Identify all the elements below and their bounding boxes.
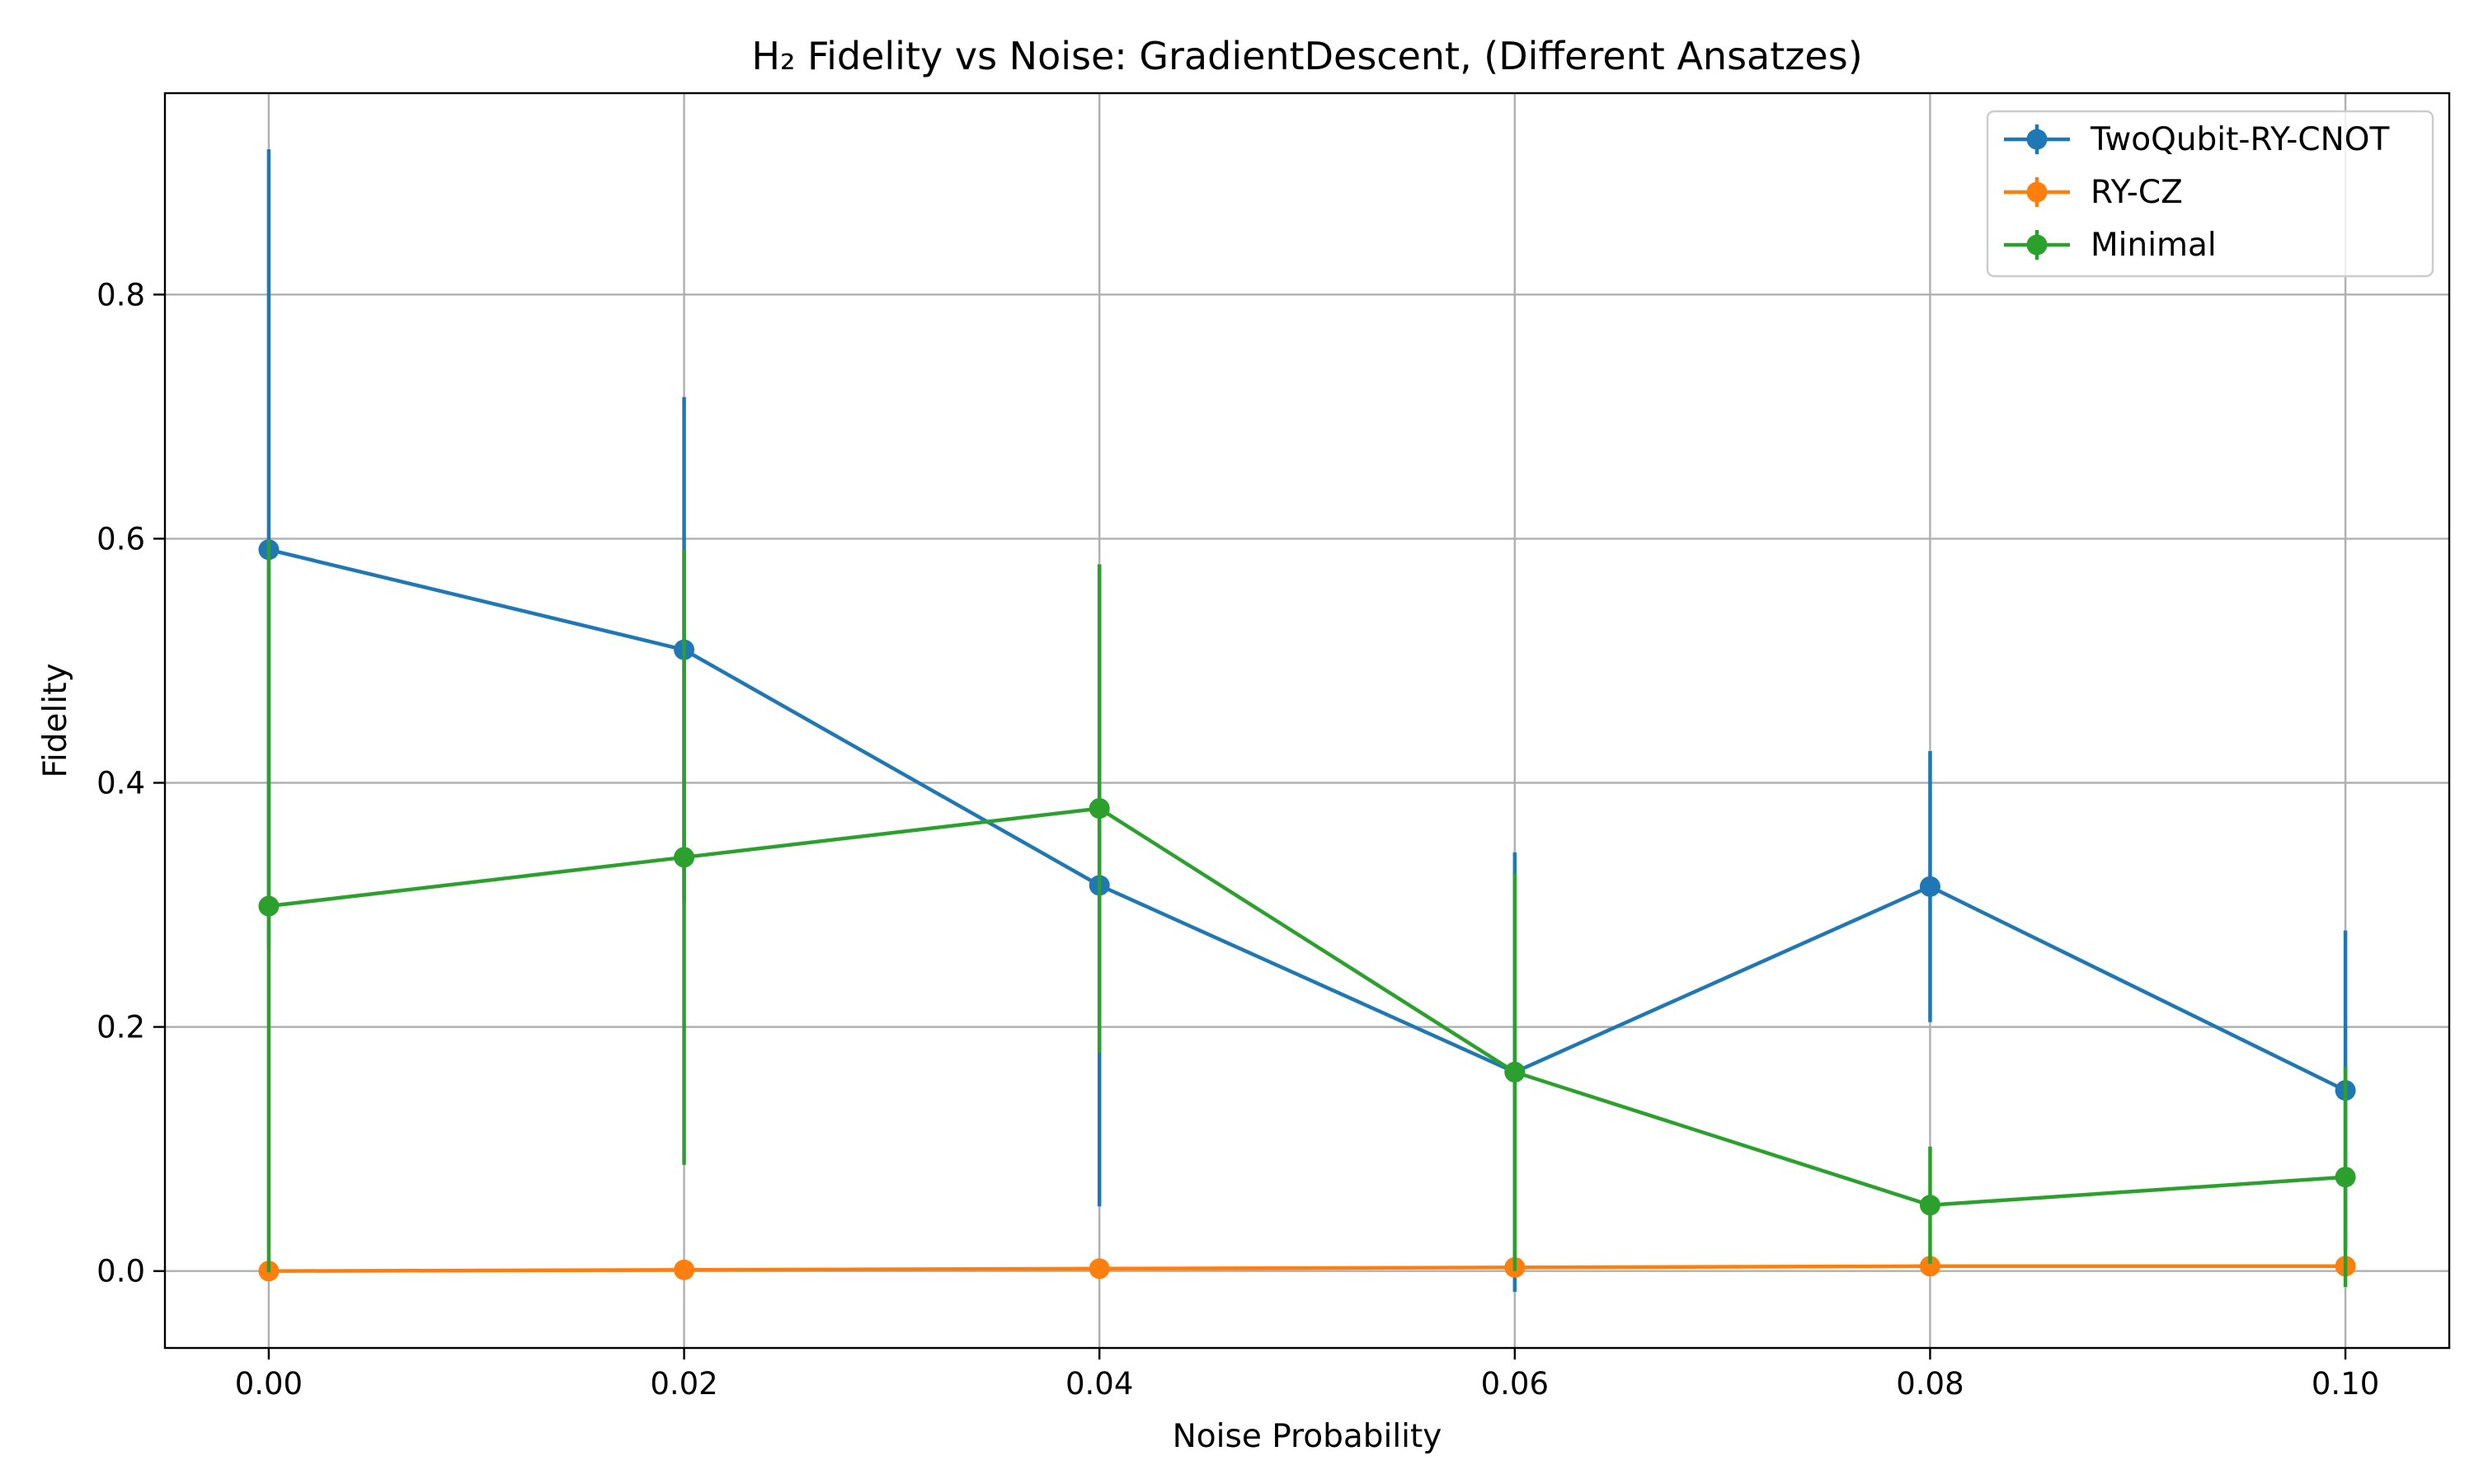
data-point xyxy=(1919,876,1940,897)
x-tick-label: 0.02 xyxy=(650,1366,717,1402)
legend-item: Minimal xyxy=(2004,227,2217,264)
data-point xyxy=(258,895,280,917)
x-tick-label: 0.10 xyxy=(2312,1366,2379,1402)
y-tick-label: 0.6 xyxy=(96,521,145,556)
chart-title: H₂ Fidelity vs Noise: GradientDescent, (… xyxy=(751,34,1862,78)
legend-label: TwoQubit-RY-CNOT xyxy=(2090,121,2389,158)
y-tick-label: 0.0 xyxy=(96,1254,145,1289)
series-minimal xyxy=(258,539,2356,1287)
legend-box xyxy=(1986,110,2434,278)
legend-label: RY-CZ xyxy=(2091,174,2183,211)
data-point xyxy=(1089,1258,1110,1280)
y-tick-label: 0.8 xyxy=(96,277,145,312)
legend-swatch-marker xyxy=(2026,234,2048,256)
series-layer xyxy=(258,149,2356,1292)
plot-frame xyxy=(163,92,2451,1350)
series-ry-cz xyxy=(258,1256,2356,1282)
legend-item: TwoQubit-RY-CNOT xyxy=(2004,121,2389,158)
y-tick-label: 0.2 xyxy=(96,1010,145,1045)
data-point xyxy=(1089,798,1110,819)
legend-label: Minimal xyxy=(2091,227,2217,264)
data-point xyxy=(674,1259,695,1280)
legend-swatch-marker xyxy=(2026,129,2048,150)
legend-swatch-marker xyxy=(2026,181,2048,203)
legend: TwoQubit-RY-CNOT RY-CZ Minimal xyxy=(1986,110,2434,278)
x-tick-label: 0.04 xyxy=(1065,1366,1133,1402)
axis-ticks: 0.00 0.02 0.04 0.06 0.08 0.10 0.0 0.2 0.4 0.6 0.8 xyxy=(96,277,2379,1402)
x-tick-label: 0.08 xyxy=(1896,1366,1964,1402)
data-point xyxy=(2335,1167,2356,1188)
y-axis-label: Fidelity xyxy=(37,663,74,777)
data-point xyxy=(1919,1256,1940,1277)
data-point xyxy=(674,847,695,868)
x-axis-label: Noise Probability xyxy=(1173,1418,1442,1455)
series-line xyxy=(268,806,2346,1208)
series-line xyxy=(268,1264,2346,1273)
x-tick-label: 0.06 xyxy=(1481,1366,1549,1402)
y-tick-label: 0.4 xyxy=(96,766,145,801)
series-line xyxy=(268,547,2347,1092)
legend-item: RY-CZ xyxy=(2004,174,2183,211)
data-point xyxy=(1504,1061,1526,1082)
data-point xyxy=(1919,1195,1940,1216)
x-tick-label: 0.00 xyxy=(235,1366,303,1402)
